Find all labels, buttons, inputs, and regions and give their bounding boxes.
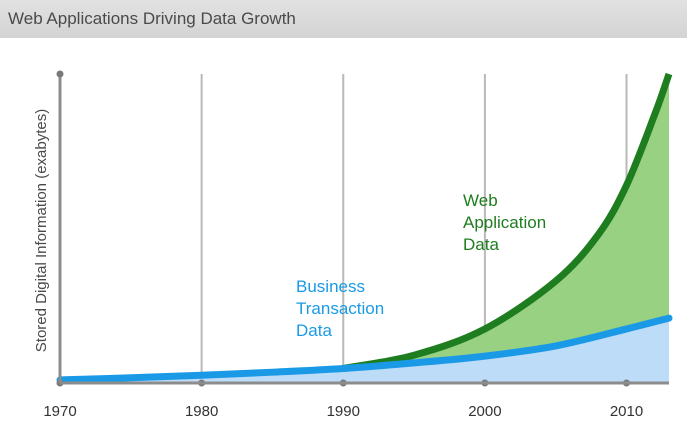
chart-header: Web Applications Driving Data Growth (0, 0, 687, 38)
x-tick-label-1980: 1980 (185, 403, 218, 420)
area-business-transaction-data (60, 318, 669, 383)
annotation-web: Web Application Data (463, 191, 546, 254)
tick-labels: 1970 1980 1990 2000 2010 Stored Digital Infor… (33, 109, 643, 420)
area-web-application-data (343, 74, 669, 369)
series-lines (56, 72, 673, 384)
y-axis-label: Stored Digital Information (exabytes) (33, 109, 50, 352)
series-areas (60, 74, 669, 383)
line-business-transaction-data (56, 314, 673, 384)
annotation-line: Data (463, 235, 499, 254)
x-tick-label-2000: 2000 (468, 403, 501, 420)
annotation-line: Business (296, 277, 365, 296)
x-tick-label-2010: 2010 (610, 403, 643, 420)
y-axis-top-dot (56, 70, 64, 78)
annotations: Business Transaction Data Web Application Dat… (296, 191, 546, 340)
x-tick-label-1970: 1970 (43, 403, 76, 420)
annotation-line: Application (463, 213, 546, 232)
annotation-line: Web (463, 191, 498, 210)
annotation-business: Business Transaction Data (296, 277, 384, 340)
annotation-line: Data (296, 321, 332, 340)
annotation-line: Transaction (296, 299, 384, 318)
line-web-application-data (342, 72, 673, 372)
x-tick-label-1990: 1990 (327, 403, 360, 420)
axes (56, 70, 669, 387)
chart-title: Web Applications Driving Data Growth (8, 9, 296, 28)
